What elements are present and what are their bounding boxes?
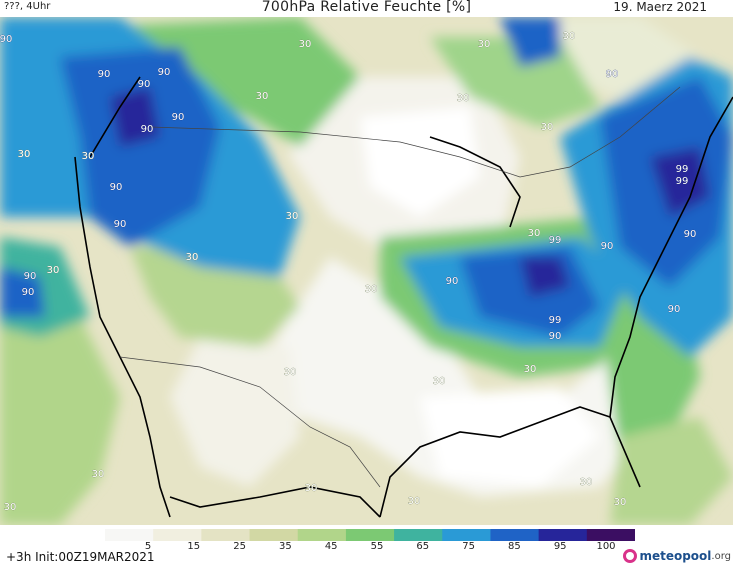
contour-label: 30 xyxy=(563,31,576,42)
contour-label: 30 xyxy=(299,39,312,50)
contour-label: 30 xyxy=(408,496,421,507)
contour-label: 90 xyxy=(0,34,12,45)
contour-label: 30 xyxy=(82,151,95,162)
contour-label: 90 xyxy=(98,69,111,80)
contour-label: 30 xyxy=(614,497,627,508)
contour-label: 99 xyxy=(676,176,689,187)
borders xyxy=(119,86,681,488)
legend-label: 75 xyxy=(462,541,475,552)
legend-swatch xyxy=(297,529,347,541)
contour-label: 30 xyxy=(18,149,31,160)
legend-swatch xyxy=(153,529,202,541)
logo-tld: .org xyxy=(711,550,731,562)
contour-label: 90 xyxy=(172,112,185,123)
logo-word: meteopool xyxy=(639,549,712,563)
valid-date: 19. Maerz 2021 xyxy=(613,0,707,14)
contour-label: 90 xyxy=(158,67,171,78)
contour-label: 30 xyxy=(528,228,541,239)
legend-swatch xyxy=(249,529,299,541)
contour-label: 30 xyxy=(186,252,199,263)
legend-label: 5 xyxy=(144,541,152,552)
contour-label: 90 xyxy=(22,287,35,298)
legend-swatch xyxy=(442,529,491,541)
legend-label: 15 xyxy=(187,541,201,552)
contour-label: 90 xyxy=(114,219,127,230)
legend-swatch xyxy=(490,529,540,541)
legend-swatch xyxy=(538,529,588,541)
legend-label: 45 xyxy=(324,541,338,552)
contour-label: 99 xyxy=(549,315,562,326)
contour-label: 30 xyxy=(478,39,491,50)
meteopool-logo: meteopool .org xyxy=(623,547,731,565)
contour-label: 90 xyxy=(606,69,619,80)
contour-label: 30 xyxy=(524,364,537,375)
map-title: 700hPa Relative Feuchte [%] xyxy=(261,0,472,15)
legend-label: 95 xyxy=(553,541,567,552)
contour-label: 99 xyxy=(549,235,562,246)
legend-label: 85 xyxy=(508,541,521,552)
contour-label: 30 xyxy=(305,483,318,494)
contour-label: 90 xyxy=(446,276,459,287)
legend-label: 25 xyxy=(233,541,246,552)
contour-label: 90 xyxy=(24,271,37,282)
contour-label: 90 xyxy=(110,182,123,193)
contour-label: 30 xyxy=(284,367,297,378)
legend-swatch xyxy=(586,529,635,541)
run-label: ???, 4Uhr xyxy=(4,1,51,12)
contour-label: 30 xyxy=(433,376,446,387)
legend-colorbar xyxy=(105,529,635,541)
humidity-field xyxy=(0,17,733,525)
legend-labels: 5 15 25 35 45 55 65 75 85 95 100 xyxy=(0,541,733,555)
logo-icon xyxy=(623,549,638,563)
contour-label: 90 xyxy=(549,331,562,342)
legend-label: 100 xyxy=(596,541,616,552)
contour-label: 90 xyxy=(684,229,697,240)
contour-label: 30 xyxy=(541,122,554,133)
contour-label: 30 xyxy=(286,211,299,222)
contour-label: 90 xyxy=(601,241,614,252)
contour-label: 90 xyxy=(141,124,154,135)
legend-swatch xyxy=(345,529,395,541)
contour-label: 99 xyxy=(676,164,689,175)
contour-label: 30 xyxy=(256,91,269,102)
legend-swatch xyxy=(201,529,251,541)
contour-label: 30 xyxy=(365,284,378,295)
contour-label: 90 xyxy=(668,304,681,315)
legend-label: 55 xyxy=(370,541,384,552)
contour-label: 90 xyxy=(138,79,151,90)
legend-label: 65 xyxy=(416,541,430,552)
contour-label: 30 xyxy=(4,502,17,513)
init-time: +3h Init:00Z19MAR2021 xyxy=(6,550,155,564)
legend-label: 35 xyxy=(279,541,292,552)
legend-swatch xyxy=(394,529,443,541)
contour-label: 30 xyxy=(47,265,60,276)
contour-label: 30 xyxy=(92,469,105,480)
legend-swatch xyxy=(105,529,154,541)
contour-label: 30 xyxy=(580,477,593,488)
contour-label: 30 xyxy=(457,93,470,104)
